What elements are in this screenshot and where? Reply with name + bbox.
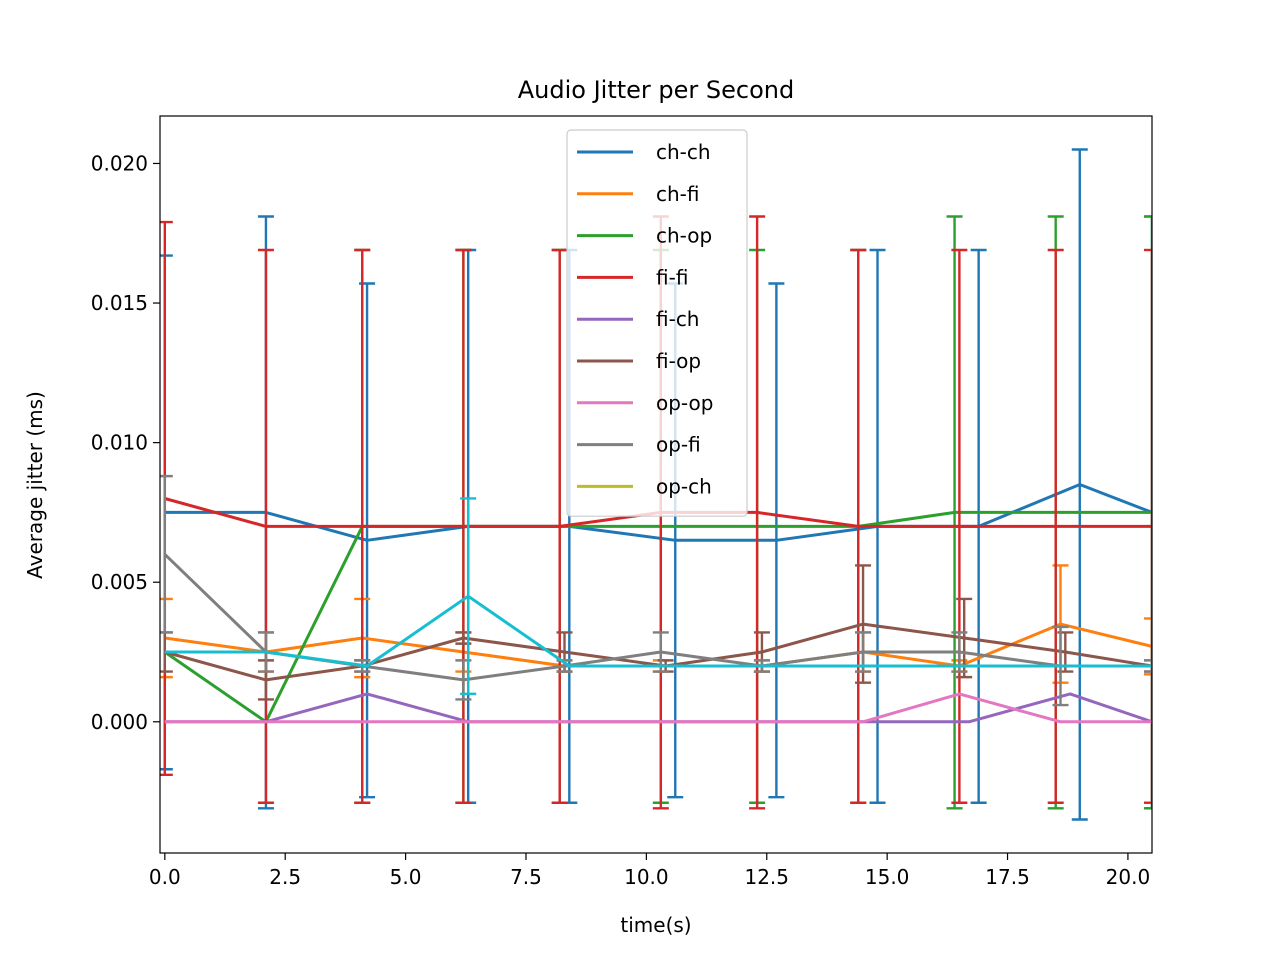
legend-item: ch-fi	[577, 182, 700, 206]
x-tick-label: 15.0	[865, 865, 910, 889]
x-axis: 0.0 2.5 5.0 7.5 10.0 12.5 15.0 17.5 20.0	[149, 853, 1150, 889]
x-axis-label: time(s)	[620, 913, 691, 937]
legend-item: fi-fi	[577, 265, 688, 289]
plot-area	[159, 115, 1153, 854]
legend-label: ch-fi	[656, 182, 700, 206]
x-tick-label: 17.5	[985, 865, 1030, 889]
chart-title: Audio Jitter per Second	[518, 76, 795, 104]
series-line	[164, 594, 1152, 668]
legend: ch-ch ch-fi ch-op fi-fi fi-ch fi-op op-op op-fi…	[566, 129, 748, 517]
legend-box	[566, 129, 748, 517]
legend-item: op-fi	[577, 433, 701, 457]
series-line	[164, 692, 1152, 724]
legend-label: op-ch	[656, 474, 712, 498]
legend-label: fi-ch	[656, 307, 700, 331]
series-unlabeled-9	[164, 497, 1152, 696]
legend-label: ch-op	[656, 224, 712, 248]
legend-label: op-fi	[656, 433, 701, 457]
legend-item: fi-op	[577, 349, 701, 373]
series-layer	[160, 148, 1152, 821]
y-axis-label: Average jitter (ms)	[23, 391, 47, 579]
legend-label: ch-ch	[656, 140, 711, 164]
y-tick-label: 0.020	[91, 151, 148, 175]
y-tick-label: 0.010	[91, 431, 148, 455]
legend-label: fi-op	[656, 349, 701, 373]
x-tick-label: 0.0	[149, 865, 181, 889]
x-tick-label: 7.5	[510, 865, 542, 889]
legend-label: op-op	[656, 391, 713, 415]
y-tick-label: 0.005	[91, 570, 148, 594]
y-axis: 0.000 0.005 0.010 0.015 0.020	[91, 151, 160, 734]
plot-frame	[159, 115, 1153, 854]
legend-item: op-op	[577, 391, 713, 415]
legend-item: fi-ch	[577, 307, 700, 331]
series-op-op	[164, 692, 1152, 724]
x-tick-label: 20.0	[1106, 865, 1151, 889]
y-tick-label: 0.000	[91, 710, 148, 734]
legend-item: ch-ch	[577, 140, 711, 164]
x-tick-label: 10.0	[624, 865, 669, 889]
x-tick-label: 5.0	[390, 865, 422, 889]
legend-label: fi-fi	[656, 265, 688, 289]
x-tick-label: 2.5	[269, 865, 301, 889]
y-tick-label: 0.015	[91, 291, 148, 315]
legend-item: op-ch	[577, 474, 712, 498]
legend-item: ch-op	[577, 224, 712, 248]
x-tick-label: 12.5	[744, 865, 789, 889]
